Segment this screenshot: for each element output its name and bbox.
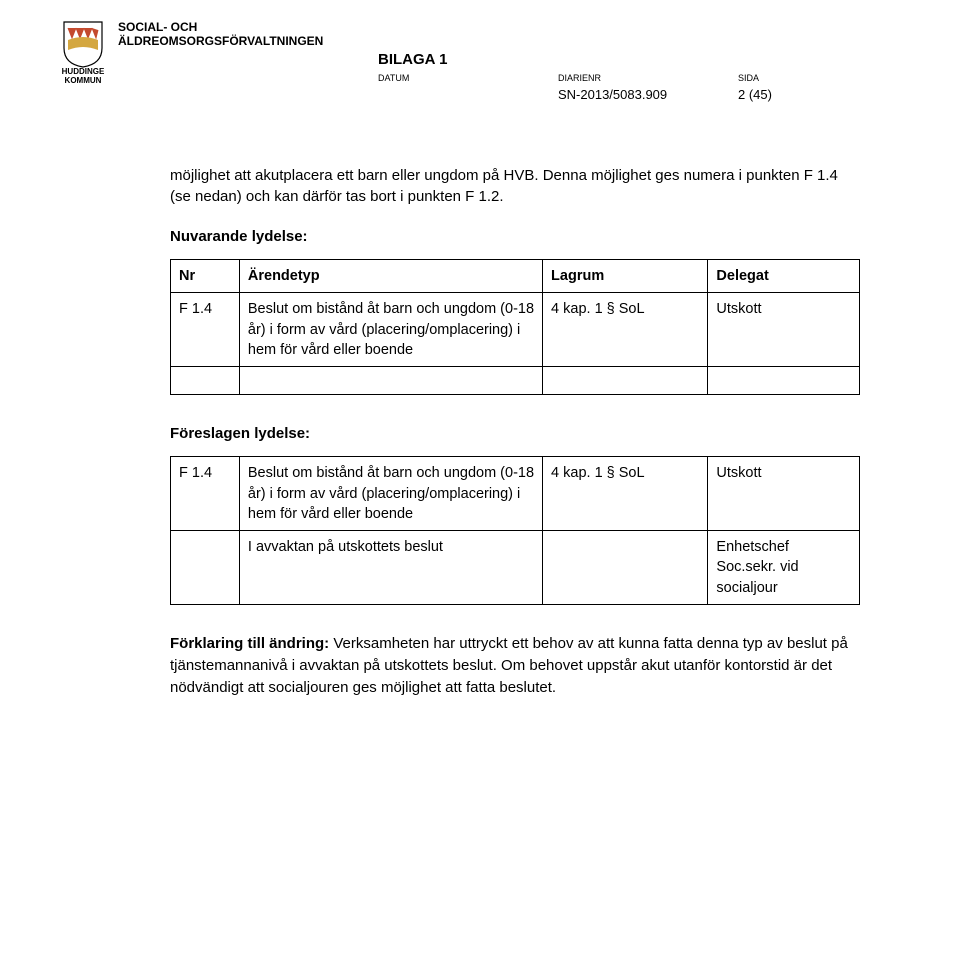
table-row: F 1.4 Beslut om bistånd åt barn och ungd… — [171, 293, 860, 367]
explanation-paragraph: Förklaring till ändring: Verksamheten ha… — [170, 633, 860, 698]
th-nr: Nr — [171, 260, 240, 293]
cell-lagrum — [543, 531, 708, 605]
cell-delegat: Enhetschef Soc.sekr. vid socialjour — [708, 531, 860, 605]
cell-lagrum: 4 kap. 1 § SoL — [543, 293, 708, 367]
th-arendetyp: Ärendetyp — [239, 260, 542, 293]
current-wording-table: Nr Ärendetyp Lagrum Delegat F 1.4 Beslut… — [170, 259, 860, 395]
cell-delegat: Utskott — [708, 293, 860, 367]
value-datum — [378, 86, 558, 104]
intro-paragraph: möjlighet att akutplacera ett barn eller… — [170, 165, 860, 209]
header-text-block: SOCIAL- OCH ÄLDREOMSORGSFÖRVALTNINGEN BI… — [118, 20, 900, 105]
value-diarienr: SN-2013/5083.909 — [558, 86, 738, 104]
document-body: möjlighet att akutplacera ett barn eller… — [170, 165, 860, 699]
page-header: HUDDINGE KOMMUN SOCIAL- OCH ÄLDREOMSORGS… — [60, 20, 900, 105]
department-name: SOCIAL- OCH ÄLDREOMSORGSFÖRVALTNINGEN — [118, 20, 900, 49]
table-row: I avvaktan på utskottets beslut Enhetsch… — [171, 531, 860, 605]
cell-lagrum: 4 kap. 1 § SoL — [543, 457, 708, 531]
cell-nr: F 1.4 — [171, 293, 240, 367]
explanation-label: Förklaring till ändring: — [170, 635, 329, 652]
table-spacer-row — [171, 367, 860, 395]
proposed-wording-table: F 1.4 Beslut om bistånd åt barn och ungd… — [170, 456, 860, 605]
logo-text-2: KOMMUN — [65, 77, 102, 86]
attachment-title: BILAGA 1 — [378, 49, 900, 70]
cell-delegat: Utskott — [708, 457, 860, 531]
th-delegat: Delegat — [708, 260, 860, 293]
cell-desc: Beslut om bistånd åt barn och ungdom (0-… — [239, 457, 542, 531]
label-sida: SIDA — [738, 72, 798, 85]
crest-icon — [62, 20, 104, 68]
table-header-row: Nr Ärendetyp Lagrum Delegat — [171, 260, 860, 293]
value-sida: 2 (45) — [738, 86, 798, 104]
cell-desc: I avvaktan på utskottets beslut — [239, 531, 542, 605]
label-datum: DATUM — [378, 72, 558, 85]
municipality-logo: HUDDINGE KOMMUN — [60, 20, 106, 86]
cell-nr: F 1.4 — [171, 457, 240, 531]
table-row: F 1.4 Beslut om bistånd åt barn och ungd… — [171, 457, 860, 531]
cell-nr — [171, 531, 240, 605]
meta-values-row: SN-2013/5083.909 2 (45) — [118, 86, 900, 104]
proposed-wording-title: Föreslagen lydelse: — [170, 423, 860, 444]
th-lagrum: Lagrum — [543, 260, 708, 293]
label-diarienr: DIARIENR — [558, 72, 738, 85]
meta-labels-row: DATUM DIARIENR SIDA — [118, 72, 900, 85]
current-wording-title: Nuvarande lydelse: — [170, 226, 860, 247]
cell-desc: Beslut om bistånd åt barn och ungdom (0-… — [239, 293, 542, 367]
